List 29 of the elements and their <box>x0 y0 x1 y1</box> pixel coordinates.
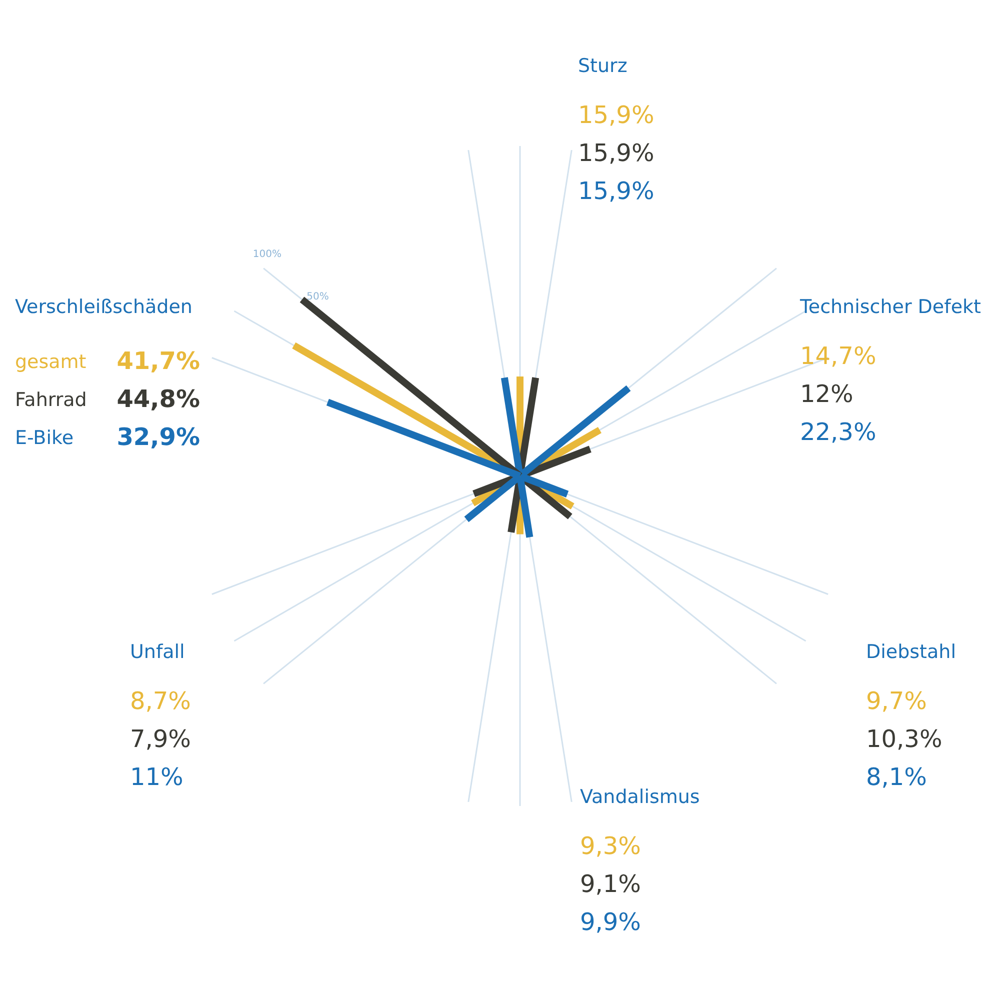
text: 50% <box>306 291 329 302</box>
data-label: 41,7% <box>116 347 200 375</box>
data-label: 44,8% <box>116 385 200 413</box>
category-label: Technischer Defekt <box>799 296 981 318</box>
category-label: Sturz <box>578 55 628 77</box>
legend-label: gesamt <box>15 351 86 373</box>
data-label: 32,9% <box>116 423 200 451</box>
data-label: 7,9% <box>130 725 191 753</box>
category-label: Diebstahl <box>866 641 956 663</box>
data-label: 15,9% <box>578 139 654 167</box>
data-label: 22,3% <box>800 418 876 446</box>
data-label: 9,9% <box>580 908 641 936</box>
data-label: 9,7% <box>866 687 927 715</box>
legend-label: Fahrrad <box>15 389 87 411</box>
legend-label: E-Bike <box>15 427 74 449</box>
data-label: 8,7% <box>130 687 191 715</box>
text: 100% <box>252 248 282 260</box>
category-label: Vandalismus <box>580 786 700 808</box>
data-label: 9,3% <box>580 832 641 860</box>
category-label: Unfall <box>130 641 185 663</box>
data-label: 11% <box>130 763 184 791</box>
data-label: 10,3% <box>866 725 942 753</box>
data-label: 12% <box>800 380 854 408</box>
data-label: 14,7% <box>800 342 876 370</box>
data-label: 15,9% <box>578 101 654 129</box>
data-label: 15,9% <box>578 177 654 205</box>
category-label: Verschleißschäden <box>15 296 192 318</box>
data-label: 8,1% <box>866 763 927 791</box>
data-label: 9,1% <box>580 870 641 898</box>
